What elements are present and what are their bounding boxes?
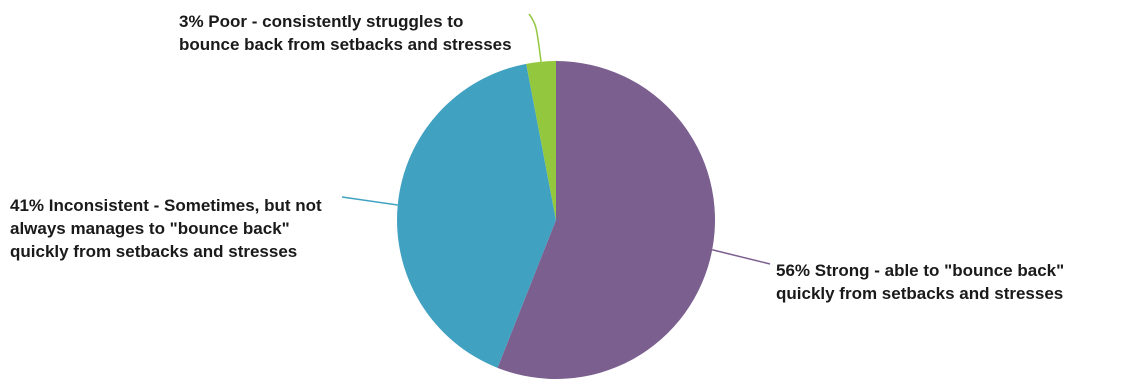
pie-slice-inconsistent <box>397 63 556 368</box>
slice-label-strong: 56% Strong - able to "bounce back" quick… <box>776 261 1065 303</box>
pie-slices <box>397 61 716 380</box>
leader-line-poor <box>528 13 542 62</box>
pie-slice-poor <box>526 61 556 220</box>
slice-label-inconsistent: 41% Inconsistent - Sometimes, but not al… <box>10 196 322 261</box>
leader-line-inconsistent <box>341 196 398 206</box>
leader-line-strong <box>712 249 771 265</box>
leader-lines <box>341 13 771 265</box>
pie-slice-strong <box>497 61 716 380</box>
slice-label-poor: 3% Poor - consistently struggles to boun… <box>179 12 512 54</box>
